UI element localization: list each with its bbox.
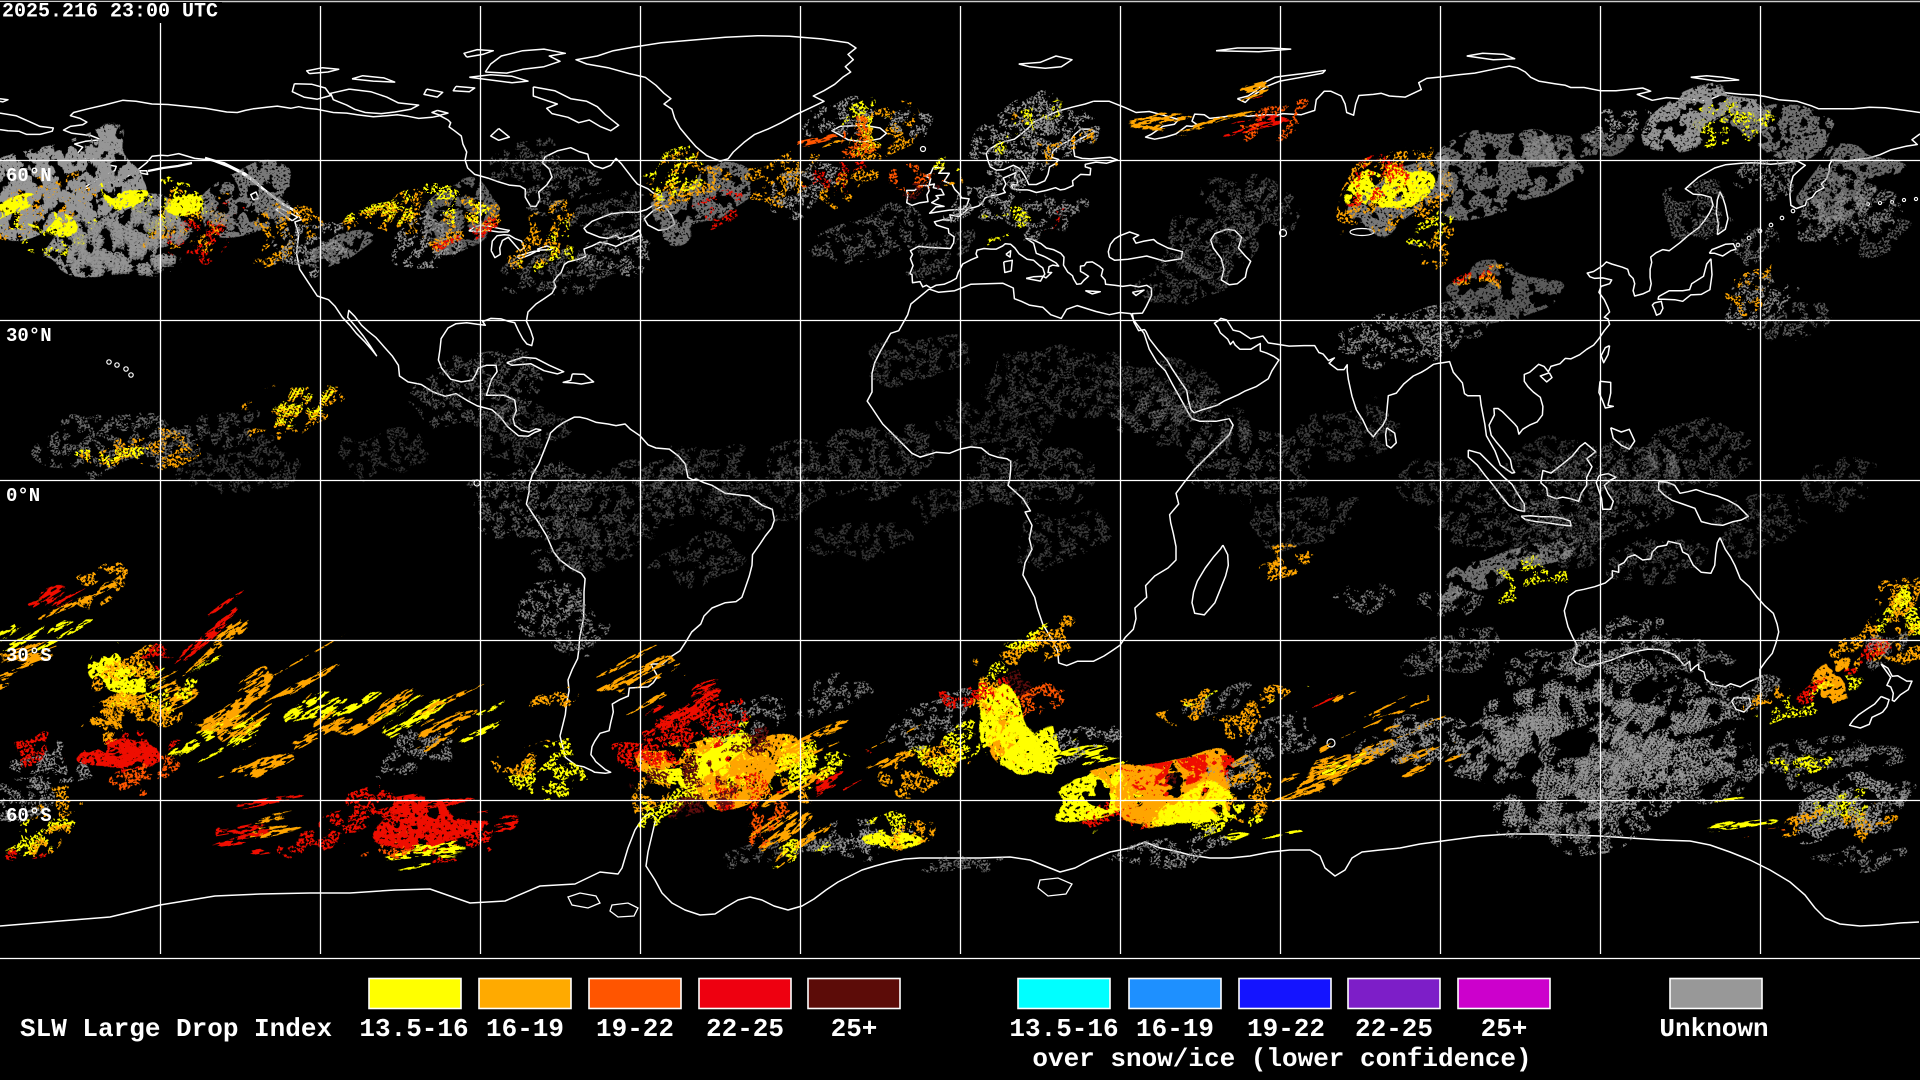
svg-text:19-22: 19-22 (596, 1014, 674, 1044)
svg-text:30°S: 30°S (6, 645, 52, 667)
svg-text:60°S: 60°S (6, 805, 52, 827)
svg-text:Unknown: Unknown (1659, 1014, 1768, 1044)
svg-text:13.5-16: 13.5-16 (359, 1014, 468, 1044)
svg-text:19-22: 19-22 (1247, 1014, 1325, 1044)
svg-text:16-19: 16-19 (1136, 1014, 1214, 1044)
svg-text:13.5-16: 13.5-16 (1009, 1014, 1118, 1044)
svg-text:60°N: 60°N (6, 165, 52, 187)
svg-text:22-25: 22-25 (706, 1014, 784, 1044)
svg-text:22-25: 22-25 (1355, 1014, 1433, 1044)
svg-text:25+: 25+ (831, 1014, 878, 1044)
svg-text:25+: 25+ (1481, 1014, 1528, 1044)
svg-text:2025.216 23:00 UTC: 2025.216 23:00 UTC (2, 1, 218, 24)
svg-text:SLW Large Drop Index: SLW Large Drop Index (20, 1014, 332, 1044)
svg-text:0°N: 0°N (6, 485, 40, 507)
svg-text:16-19: 16-19 (486, 1014, 564, 1044)
svg-text:over snow/ice (lower confidenc: over snow/ice (lower confidence) (1032, 1044, 1531, 1074)
svg-text:30°N: 30°N (6, 325, 52, 347)
